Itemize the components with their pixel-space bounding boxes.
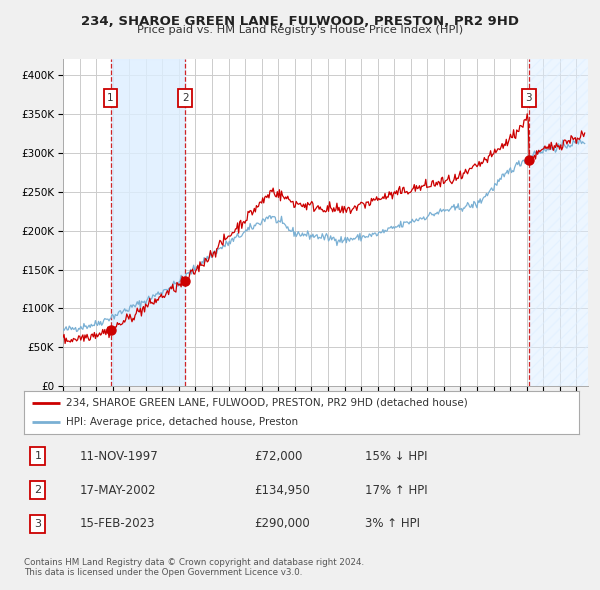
Text: 1: 1 xyxy=(34,451,41,461)
Text: 3% ↑ HPI: 3% ↑ HPI xyxy=(365,517,421,530)
Text: 15% ↓ HPI: 15% ↓ HPI xyxy=(365,450,428,463)
Bar xyxy=(110,59,185,386)
Text: 3: 3 xyxy=(34,519,41,529)
Text: £72,000: £72,000 xyxy=(254,450,303,463)
Text: 17-MAY-2002: 17-MAY-2002 xyxy=(79,484,156,497)
Text: £134,950: £134,950 xyxy=(254,484,310,497)
Text: 11-NOV-1997: 11-NOV-1997 xyxy=(79,450,158,463)
Text: 15-FEB-2023: 15-FEB-2023 xyxy=(79,517,155,530)
Text: 3: 3 xyxy=(526,93,532,103)
Text: £290,000: £290,000 xyxy=(254,517,310,530)
Text: 234, SHAROE GREEN LANE, FULWOOD, PRESTON, PR2 9HD: 234, SHAROE GREEN LANE, FULWOOD, PRESTON… xyxy=(81,15,519,28)
Text: 1: 1 xyxy=(107,93,114,103)
Text: 234, SHAROE GREEN LANE, FULWOOD, PRESTON, PR2 9HD (detached house): 234, SHAROE GREEN LANE, FULWOOD, PRESTON… xyxy=(65,398,467,408)
Text: Price paid vs. HM Land Registry's House Price Index (HPI): Price paid vs. HM Land Registry's House … xyxy=(137,25,463,35)
Bar xyxy=(529,59,600,386)
Text: Contains HM Land Registry data © Crown copyright and database right 2024.: Contains HM Land Registry data © Crown c… xyxy=(24,558,364,566)
Text: HPI: Average price, detached house, Preston: HPI: Average price, detached house, Pres… xyxy=(65,417,298,427)
Text: This data is licensed under the Open Government Licence v3.0.: This data is licensed under the Open Gov… xyxy=(24,568,302,577)
Text: 17% ↑ HPI: 17% ↑ HPI xyxy=(365,484,428,497)
Text: 2: 2 xyxy=(34,485,41,495)
Text: 2: 2 xyxy=(182,93,188,103)
